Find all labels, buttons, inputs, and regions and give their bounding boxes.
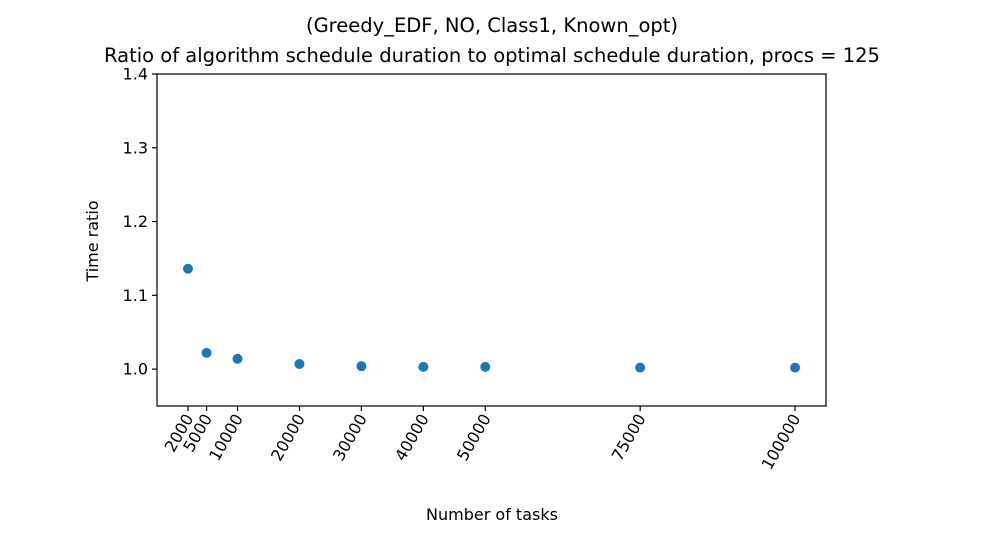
x-tick-label: 100000 [757,411,804,473]
chart-title: (Greedy_EDF, NO, Class1, Known_opt) [306,14,678,37]
data-point [294,358,305,369]
y-tick-label: 1.0 [123,360,148,379]
x-tick-label: 20000 [267,411,309,465]
data-point [182,263,193,274]
data-point [790,362,801,373]
plot-frame [156,73,827,407]
data-point [232,353,243,364]
y-tick-label: 1.4 [123,65,148,84]
x-tick-label: 40000 [391,411,433,465]
data-point [201,347,212,358]
y-tick-label: 1.3 [123,138,148,157]
data-point [418,361,429,372]
data-point [480,361,491,372]
x-tick-label: 30000 [329,411,371,465]
data-point [635,362,646,373]
y-axis-label: Time ratio [83,200,102,282]
x-tick-label: 75000 [608,411,650,465]
y-tick-label: 1.1 [123,286,148,305]
chart-subtitle: Ratio of algorithm schedule duration to … [104,44,880,67]
x-axis-label: Number of tasks [426,505,558,524]
data-point [356,361,367,372]
y-tick-label: 1.2 [123,212,148,231]
x-tick-label: 50000 [453,411,495,465]
